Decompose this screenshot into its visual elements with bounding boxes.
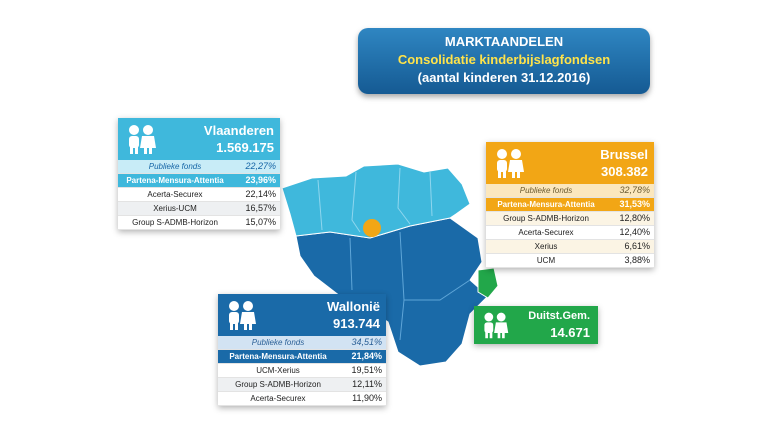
row-label: Acerta-Securex: [250, 394, 306, 403]
row-value: 12,40%: [619, 227, 650, 237]
row-value: 22,27%: [245, 161, 276, 171]
row-label: Xerius: [534, 242, 558, 251]
children-icon: [497, 149, 524, 178]
table-row: Publieke fonds 34,51%: [218, 336, 386, 350]
table-row: UCM-Xerius 19,51%: [218, 364, 386, 378]
row-label: Group S-ADMB-Horizon: [235, 380, 321, 389]
row-value: 15,07%: [245, 217, 276, 227]
row-value: 19,51%: [351, 365, 382, 375]
row-label: Acerta-Securex: [147, 190, 203, 199]
table-row: Group S-ADMB-Horizon 12,80%: [486, 212, 654, 226]
region-count: 1.569.175: [216, 140, 274, 155]
region-count: 913.744: [333, 316, 380, 331]
row-label: Publieke fonds: [148, 162, 202, 171]
row-label: UCM: [536, 256, 556, 265]
row-label: Xerius-UCM: [153, 204, 197, 213]
region-name: Wallonië: [327, 299, 380, 314]
row-value: 12,11%: [352, 379, 382, 389]
title-date: (aantal kinderen 31.12.2016): [417, 70, 591, 85]
children-icon: [229, 301, 256, 330]
panel-brussel-header: Brussel 308.382: [486, 142, 654, 184]
row-value: 23,96%: [245, 175, 276, 185]
table-row: Partena-Mensura-Attentia 23,96%: [118, 174, 280, 188]
table-row: Group S-ADMB-Horizon 15,07%: [118, 216, 280, 230]
children-icon: [484, 312, 509, 339]
table-row: Acerta-Securex 22,14%: [118, 188, 280, 202]
row-label: Publieke fonds: [251, 338, 305, 347]
panel-vlaanderen-header: Vlaanderen 1.569.175: [118, 118, 280, 160]
map-province-lines-wallonie: [349, 231, 471, 341]
table-row: Partena-Mensura-Attentia 21,84%: [218, 350, 386, 364]
table-row: Group S-ADMB-Horizon 12,11%: [218, 378, 386, 392]
row-value: 11,90%: [352, 393, 382, 403]
table-row: Acerta-Securex 12,40%: [486, 226, 654, 240]
region-name: Brussel: [600, 147, 648, 162]
map-region-duitstalig: [477, 267, 499, 299]
panel-wallonie: Wallonië 913.744 Publieke fonds 34,51% Pa…: [218, 294, 386, 406]
title-box: MARKTAANDELEN Consolidatie kinderbijslag…: [358, 28, 650, 94]
row-label: Partena-Mensura-Attentia: [126, 176, 224, 185]
region-count: 14.671: [550, 325, 590, 340]
row-value: 32,78%: [619, 185, 650, 195]
map-province-lines-vlaanderen: [317, 167, 433, 233]
table-row: Xerius-UCM 16,57%: [118, 202, 280, 216]
row-label: Publieke fonds: [519, 186, 573, 195]
table-row: Xerius 6,61%: [486, 240, 654, 254]
row-value: 16,57%: [245, 203, 276, 213]
row-value: 12,80%: [619, 213, 650, 223]
row-label: Acerta-Securex: [518, 228, 574, 237]
row-value: 3,88%: [624, 255, 650, 265]
row-label: Partena-Mensura-Attentia: [497, 200, 595, 209]
row-label: UCM-Xerius: [256, 366, 300, 375]
map-region-brussel: [363, 219, 381, 237]
panel-brussel: Brussel 308.382 Publieke fonds 32,78% Par…: [486, 142, 654, 268]
table-row: Partena-Mensura-Attentia 31,53%: [486, 198, 654, 212]
row-value: 31,53%: [619, 199, 650, 209]
row-value: 34,51%: [351, 337, 382, 347]
table-row: Publieke fonds 22,27%: [118, 160, 280, 174]
panel-vlaanderen: Vlaanderen 1.569.175 Publieke fonds 22,27…: [118, 118, 280, 230]
map-region-vlaanderen: [281, 163, 471, 239]
title-main: MARKTAANDELEN: [444, 34, 564, 49]
row-value: 21,84%: [351, 351, 382, 361]
region-count: 308.382: [601, 164, 648, 179]
title-subtitle: Consolidatie kinderbijslagfondsen: [397, 52, 611, 67]
region-name: Duitst.Gem.: [528, 310, 590, 322]
panel-wallonie-header: Wallonië 913.744: [218, 294, 386, 336]
row-label: Partena-Mensura-Attentia: [229, 352, 327, 361]
children-icon: [129, 125, 156, 154]
row-value: 22,14%: [245, 189, 276, 199]
region-name: Vlaanderen: [203, 123, 274, 138]
panel-duitstalig: Duitst.Gem. 14.671: [474, 306, 598, 344]
row-label: Group S-ADMB-Horizon: [132, 218, 218, 227]
table-row: UCM 3,88%: [486, 254, 654, 268]
table-row: Publieke fonds 32,78%: [486, 184, 654, 198]
row-label: Group S-ADMB-Horizon: [503, 214, 589, 223]
row-value: 6,61%: [624, 241, 650, 251]
table-row: Acerta-Securex 11,90%: [218, 392, 386, 406]
